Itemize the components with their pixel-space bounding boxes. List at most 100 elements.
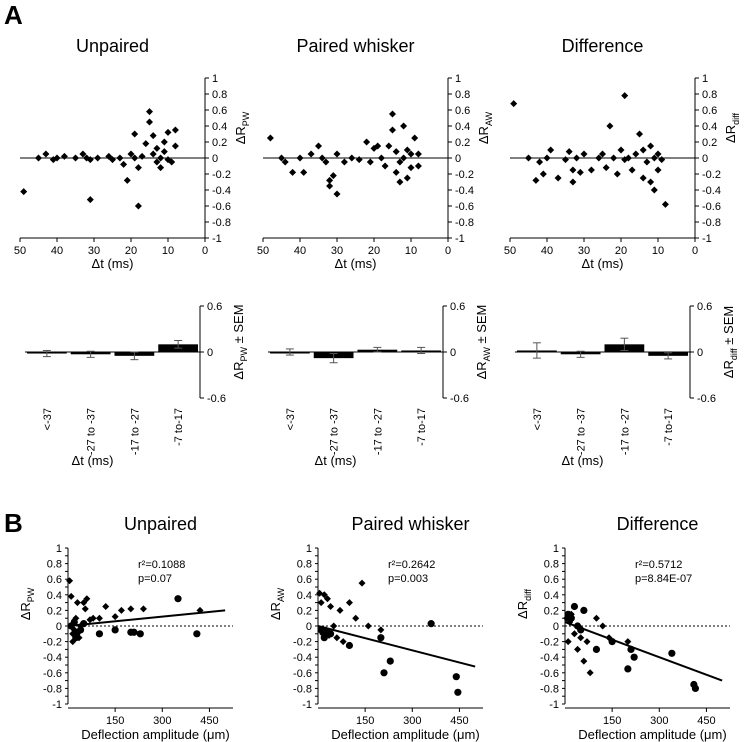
diamond-point xyxy=(358,579,366,587)
charts: Unpaired -1 -0.8 -0.6 -0.4 -0.2 0 0.2 0.4 0.6 0.8 1… xyxy=(14,36,741,742)
data-point xyxy=(613,170,621,178)
y-tick-label: 0.6 xyxy=(450,301,465,313)
data-point xyxy=(355,156,363,164)
circle-point xyxy=(136,630,144,638)
data-point xyxy=(160,148,168,156)
y-tick-label: 0 xyxy=(450,347,456,359)
circle-point xyxy=(345,641,354,650)
y-tick-label: 1 xyxy=(212,73,218,85)
x-axis-label: Δt (ms) xyxy=(335,256,377,271)
data-point xyxy=(366,158,374,166)
y-axis-label: ΔRPW ± SEM xyxy=(231,304,249,379)
circle-point xyxy=(668,649,676,657)
circle-point xyxy=(80,620,88,628)
category-label: <-37 xyxy=(285,408,297,430)
data-point xyxy=(565,148,573,156)
data-point xyxy=(146,108,153,116)
diamond-point xyxy=(333,634,341,642)
data-point xyxy=(636,130,643,138)
circle-point xyxy=(454,688,462,696)
regression-line xyxy=(564,621,723,682)
y-tick-label: 0.4 xyxy=(702,121,717,133)
data-point xyxy=(639,174,647,182)
diamond-point xyxy=(624,638,632,646)
data-point xyxy=(543,154,551,162)
y-tick-label: 0.8 xyxy=(455,89,470,101)
data-point xyxy=(650,154,658,162)
data-point xyxy=(326,176,334,184)
x-tick-label: 150 xyxy=(356,715,374,727)
data-point xyxy=(532,176,540,184)
data-point xyxy=(127,150,135,158)
diamond-point xyxy=(330,622,338,630)
data-point xyxy=(296,154,304,162)
diamond-point xyxy=(117,606,125,614)
y-tick-label: -0.6 xyxy=(43,668,62,680)
x-axis-label: Δt (ms) xyxy=(92,256,134,271)
y-tick-label: 0.2 xyxy=(455,137,470,149)
circle-point xyxy=(577,626,585,634)
y-tick-label: -0.2 xyxy=(293,637,312,649)
data-point xyxy=(86,156,94,164)
y-tick-label: 0.6 xyxy=(702,105,717,117)
data-point xyxy=(131,130,139,138)
x-tick-label: 300 xyxy=(403,715,421,727)
y-tick-label: 1 xyxy=(553,543,559,555)
y-tick-label: 0.6 xyxy=(212,105,227,117)
data-point xyxy=(86,196,94,204)
x-tick-label: 30 xyxy=(578,245,590,257)
data-point xyxy=(281,158,289,166)
y-tick-label: -0.6 xyxy=(207,393,226,405)
y-tick-label: -0.8 xyxy=(293,683,312,695)
x-tick-label: 40 xyxy=(294,245,306,257)
data-point xyxy=(569,178,577,186)
diamond-point xyxy=(317,599,325,607)
circle-point xyxy=(111,626,119,634)
data-point xyxy=(595,154,603,162)
y-tick-label: 0 xyxy=(212,153,218,165)
data-point xyxy=(654,166,662,174)
circle-point xyxy=(72,634,80,642)
x-axis-label: Δt (ms) xyxy=(72,453,114,468)
data-point xyxy=(621,92,629,100)
data-point xyxy=(569,166,577,174)
chart-title: Difference xyxy=(562,36,644,56)
y-tick-label: -1 xyxy=(455,233,465,245)
y-tick-label: 0.6 xyxy=(297,574,312,586)
x-tick-label: 10 xyxy=(405,245,417,257)
data-point xyxy=(278,154,285,162)
x-tick-label: 30 xyxy=(88,245,100,257)
category-label: -17 to -27 xyxy=(129,408,141,455)
circle-point xyxy=(624,665,632,673)
data-point xyxy=(562,156,569,164)
data-point xyxy=(510,100,518,108)
x-tick-label: 450 xyxy=(450,715,468,727)
data-point xyxy=(400,122,408,130)
data-point xyxy=(414,150,422,158)
data-point xyxy=(116,154,124,162)
x-axis-label: Δt (ms) xyxy=(315,453,357,468)
x-tick-label: 20 xyxy=(368,245,380,257)
data-point xyxy=(643,158,651,166)
data-point xyxy=(647,142,655,150)
p-value-annotation: p=0.07 xyxy=(138,573,172,585)
circle-point xyxy=(95,630,104,638)
diamond-point xyxy=(81,605,89,613)
y-tick-label: 1 xyxy=(56,543,62,555)
y-tick-label: -1 xyxy=(702,233,712,245)
data-point xyxy=(142,140,150,148)
data-point xyxy=(400,154,408,162)
y-tick-label: -0.6 xyxy=(212,201,231,213)
y-tick-label: 0 xyxy=(207,347,213,359)
y-tick-label: -0.6 xyxy=(450,393,469,405)
data-point xyxy=(153,158,161,166)
data-point xyxy=(146,118,153,126)
category-label: -7 to-17 xyxy=(663,408,675,446)
data-point xyxy=(381,162,389,170)
data-point xyxy=(389,110,396,118)
diamond-point xyxy=(67,592,75,600)
x-tick-label: 450 xyxy=(697,715,715,727)
diamond-point xyxy=(89,614,97,622)
y-tick-label: -1 xyxy=(52,699,62,711)
